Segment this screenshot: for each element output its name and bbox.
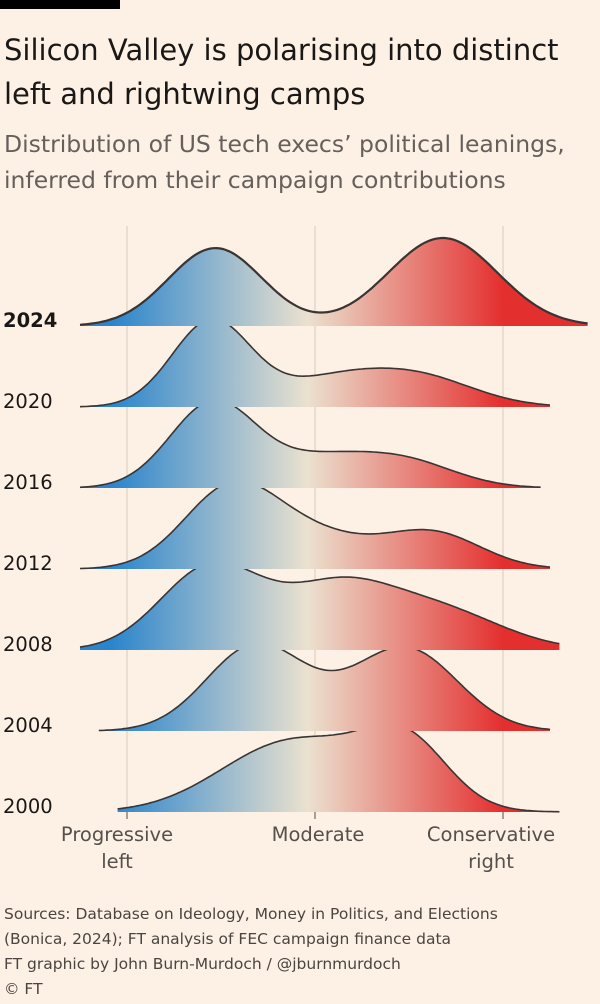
ridgeline-chart: 2000 2004 2008 2012 2016 2020 2024 Progressive l… [0,220,600,890]
year-label-2024: 2024 [3,309,57,332]
ridge-line-2024 [79,236,588,326]
brand-bar [0,0,120,9]
tick-label-2-0: Conservative [427,823,555,846]
tick-label-0-0: Progressive [61,823,173,846]
ridge-line-2004 [98,642,551,732]
ridge-line-2000 [117,723,560,813]
ridge-line-2012 [79,480,551,570]
ridge-area-2008 [80,562,560,650]
subtitle-line-2: inferred from their campaign contributio… [4,166,506,194]
tick-label-2-1: right [468,850,514,873]
copyright: © FT [4,980,43,998]
year-label-2008: 2008 [3,633,53,656]
chart-subtitle: Distribution of US tech execs’ political… [4,126,596,198]
subtitle-line-1: Distribution of US tech execs’ political… [4,130,565,158]
ridge-line-2020 [79,318,551,408]
source-line-2: (Bonica, 2024); FT analysis of FEC campa… [4,930,452,948]
credit-line: FT graphic by John Burn-Murdoch / @jburn… [4,955,401,973]
ridge-line-2016 [79,399,541,489]
tick-label-1-0: Moderate [272,823,365,846]
source-line-1: Sources: Database on Ideology, Money in … [4,905,498,923]
ridge-area-2020 [80,319,550,407]
chart-title: Silicon Valley is polarising into distin… [4,28,596,116]
year-label-2020: 2020 [3,390,53,413]
year-label-2012: 2012 [3,552,53,575]
ridge-area-2016 [80,400,541,488]
chart-svg: 2000 2004 2008 2012 2016 2020 2024 Progressive l… [3,226,588,873]
ridge-area-2004 [98,643,551,731]
ridge-area-2012 [80,481,550,569]
ridge-area-2000 [117,724,560,812]
ridge-area-2024 [80,238,588,326]
chart-footer: Sources: Database on Ideology, Money in … [4,902,600,1002]
title-line-2: left and rightwing camps [4,77,366,111]
ridge-line-2008 [79,561,560,648]
title-line-1: Silicon Valley is polarising into distin… [4,33,559,67]
year-label-2000: 2000 [3,795,53,818]
year-label-2004: 2004 [3,714,53,737]
tick-label-0-1: left [101,850,133,873]
year-label-2016: 2016 [3,471,53,494]
